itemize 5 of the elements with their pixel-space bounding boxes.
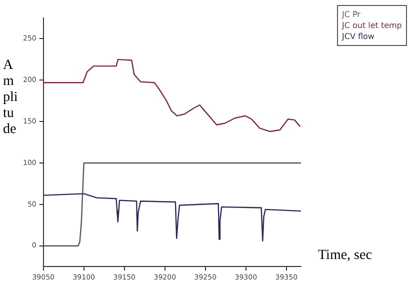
- text: JCV flow: [342, 31, 376, 42]
- x-axis-title: Time, sec: [318, 248, 372, 264]
- y-axis-title: Amplitude: [3, 58, 18, 138]
- text: JC out let temp: [342, 20, 402, 31]
- text: JC Pr: [342, 9, 362, 20]
